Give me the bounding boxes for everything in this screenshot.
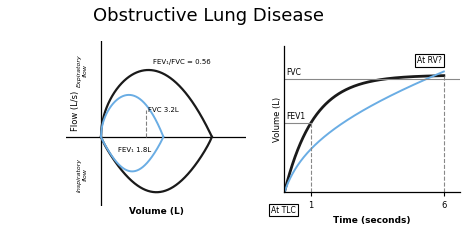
- Text: FVC 3.2L: FVC 3.2L: [148, 107, 179, 113]
- X-axis label: Time (seconds): Time (seconds): [333, 216, 411, 225]
- Text: FEV₁/FVC = 0.56: FEV₁/FVC = 0.56: [153, 59, 211, 65]
- Text: FVC: FVC: [286, 68, 301, 76]
- Y-axis label: Volume (L): Volume (L): [273, 96, 282, 142]
- Text: At RV?: At RV?: [417, 56, 442, 65]
- Text: Inspiratory
flow: Inspiratory flow: [76, 158, 87, 192]
- Text: At TLC: At TLC: [271, 205, 296, 215]
- Text: FEV1: FEV1: [286, 112, 306, 121]
- Text: FEV₁ 1.8L: FEV₁ 1.8L: [118, 147, 152, 153]
- Text: Flow (L/s): Flow (L/s): [71, 90, 80, 131]
- X-axis label: Volume (L): Volume (L): [129, 207, 184, 216]
- Text: Obstructive Lung Disease: Obstructive Lung Disease: [93, 7, 324, 25]
- Text: Expiratory
flow: Expiratory flow: [76, 54, 87, 87]
